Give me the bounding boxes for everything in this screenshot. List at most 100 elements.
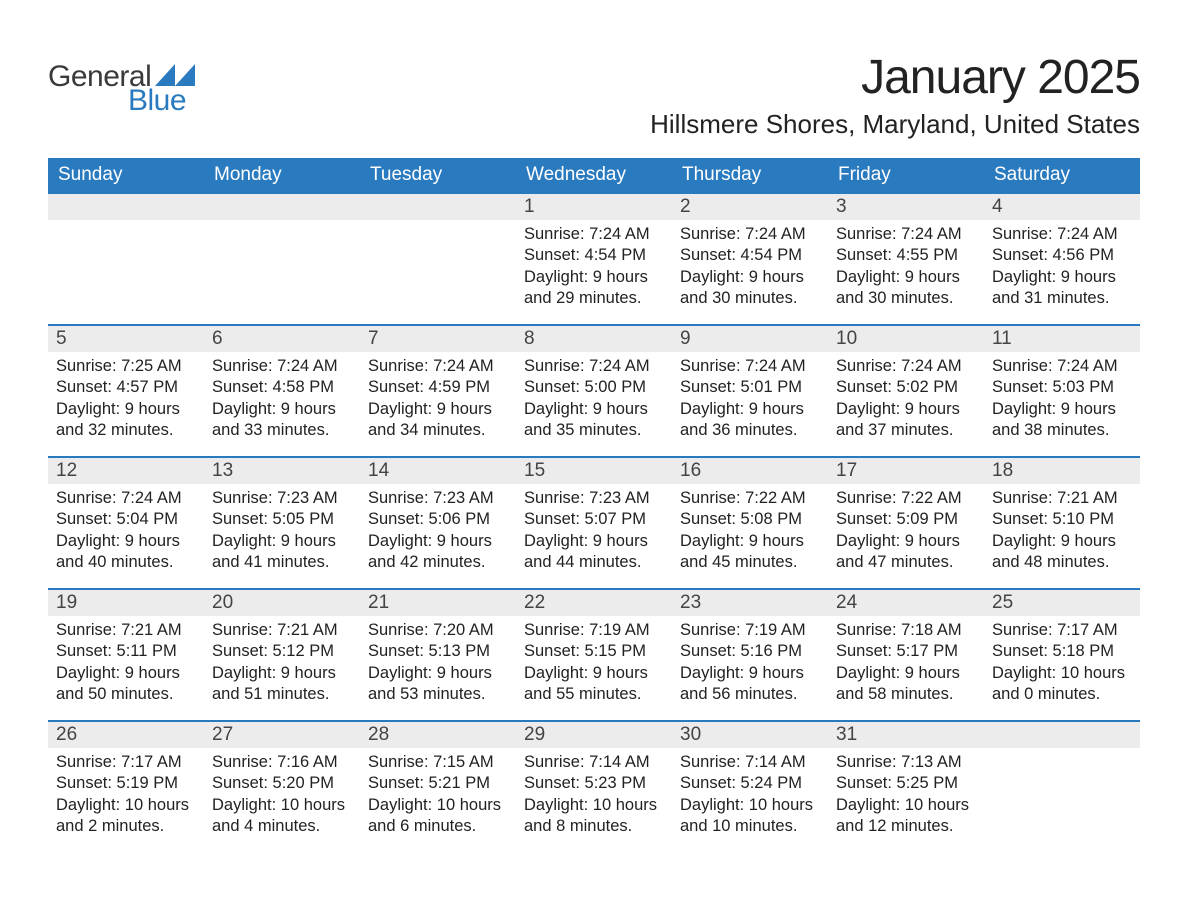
- calendar-cell: 18Sunrise: 7:21 AMSunset: 5:10 PMDayligh…: [984, 457, 1140, 589]
- day-content: Sunrise: 7:17 AMSunset: 5:19 PMDaylight:…: [48, 748, 204, 848]
- header-area: General Blue January 2025 Hillsmere Shor…: [48, 30, 1140, 158]
- calendar-cell: 5Sunrise: 7:25 AMSunset: 4:57 PMDaylight…: [48, 325, 204, 457]
- calendar-cell: 21Sunrise: 7:20 AMSunset: 5:13 PMDayligh…: [360, 589, 516, 721]
- sunset-text: Sunset: 4:57 PM: [56, 377, 196, 398]
- daylight-text-line2: and 30 minutes.: [680, 288, 820, 309]
- calendar-cell: 11Sunrise: 7:24 AMSunset: 5:03 PMDayligh…: [984, 325, 1140, 457]
- sunrise-text: Sunrise: 7:24 AM: [836, 356, 976, 377]
- weekday-header: Wednesday: [516, 158, 672, 193]
- calendar-week-row: 12Sunrise: 7:24 AMSunset: 5:04 PMDayligh…: [48, 457, 1140, 589]
- daylight-text-line1: Daylight: 9 hours: [992, 267, 1132, 288]
- sunset-text: Sunset: 5:05 PM: [212, 509, 352, 530]
- day-number: 13: [204, 458, 360, 484]
- sunrise-text: Sunrise: 7:23 AM: [212, 488, 352, 509]
- day-number: 31: [828, 722, 984, 748]
- weekday-header: Monday: [204, 158, 360, 193]
- sunset-text: Sunset: 5:17 PM: [836, 641, 976, 662]
- daylight-text-line2: and 2 minutes.: [56, 816, 196, 837]
- calendar-cell: 7Sunrise: 7:24 AMSunset: 4:59 PMDaylight…: [360, 325, 516, 457]
- day-number: 26: [48, 722, 204, 748]
- sunrise-text: Sunrise: 7:24 AM: [368, 356, 508, 377]
- day-number: 6: [204, 326, 360, 352]
- sunrise-text: Sunrise: 7:16 AM: [212, 752, 352, 773]
- daylight-text-line1: Daylight: 10 hours: [368, 795, 508, 816]
- day-content: Sunrise: 7:23 AMSunset: 5:05 PMDaylight:…: [204, 484, 360, 584]
- daylight-text-line1: Daylight: 10 hours: [836, 795, 976, 816]
- day-number: [48, 194, 204, 220]
- sunrise-text: Sunrise: 7:21 AM: [992, 488, 1132, 509]
- sunrise-text: Sunrise: 7:23 AM: [368, 488, 508, 509]
- daylight-text-line1: Daylight: 9 hours: [212, 531, 352, 552]
- daylight-text-line1: Daylight: 9 hours: [992, 399, 1132, 420]
- sunset-text: Sunset: 5:19 PM: [56, 773, 196, 794]
- day-content: Sunrise: 7:24 AMSunset: 5:02 PMDaylight:…: [828, 352, 984, 452]
- daylight-text-line2: and 51 minutes.: [212, 684, 352, 705]
- day-content: Sunrise: 7:19 AMSunset: 5:16 PMDaylight:…: [672, 616, 828, 716]
- calendar-cell: 19Sunrise: 7:21 AMSunset: 5:11 PMDayligh…: [48, 589, 204, 721]
- daylight-text-line2: and 47 minutes.: [836, 552, 976, 573]
- calendar-cell: 2Sunrise: 7:24 AMSunset: 4:54 PMDaylight…: [672, 193, 828, 325]
- sunset-text: Sunset: 5:23 PM: [524, 773, 664, 794]
- sunrise-text: Sunrise: 7:17 AM: [992, 620, 1132, 641]
- daylight-text-line2: and 48 minutes.: [992, 552, 1132, 573]
- day-number: 10: [828, 326, 984, 352]
- sunset-text: Sunset: 5:08 PM: [680, 509, 820, 530]
- sunset-text: Sunset: 5:20 PM: [212, 773, 352, 794]
- day-content: Sunrise: 7:13 AMSunset: 5:25 PMDaylight:…: [828, 748, 984, 848]
- daylight-text-line2: and 53 minutes.: [368, 684, 508, 705]
- sunset-text: Sunset: 5:10 PM: [992, 509, 1132, 530]
- brand-part2: Blue: [128, 84, 195, 118]
- sunset-text: Sunset: 4:59 PM: [368, 377, 508, 398]
- day-number: [204, 194, 360, 220]
- day-content: [204, 220, 360, 234]
- daylight-text-line1: Daylight: 9 hours: [368, 531, 508, 552]
- calendar-cell: 1Sunrise: 7:24 AMSunset: 4:54 PMDaylight…: [516, 193, 672, 325]
- day-number: 24: [828, 590, 984, 616]
- calendar-table: SundayMondayTuesdayWednesdayThursdayFrid…: [48, 158, 1140, 853]
- calendar-cell: 29Sunrise: 7:14 AMSunset: 5:23 PMDayligh…: [516, 721, 672, 853]
- sunset-text: Sunset: 5:21 PM: [368, 773, 508, 794]
- calendar-cell: 12Sunrise: 7:24 AMSunset: 5:04 PMDayligh…: [48, 457, 204, 589]
- sunset-text: Sunset: 5:00 PM: [524, 377, 664, 398]
- day-number: [360, 194, 516, 220]
- sunrise-text: Sunrise: 7:23 AM: [524, 488, 664, 509]
- day-number: 4: [984, 194, 1140, 220]
- calendar-cell-empty: [48, 193, 204, 325]
- day-content: Sunrise: 7:24 AMSunset: 4:59 PMDaylight:…: [360, 352, 516, 452]
- calendar-cell: 28Sunrise: 7:15 AMSunset: 5:21 PMDayligh…: [360, 721, 516, 853]
- sunset-text: Sunset: 5:13 PM: [368, 641, 508, 662]
- day-content: Sunrise: 7:21 AMSunset: 5:10 PMDaylight:…: [984, 484, 1140, 584]
- sunrise-text: Sunrise: 7:13 AM: [836, 752, 976, 773]
- calendar-cell: 16Sunrise: 7:22 AMSunset: 5:08 PMDayligh…: [672, 457, 828, 589]
- daylight-text-line2: and 29 minutes.: [524, 288, 664, 309]
- day-content: Sunrise: 7:24 AMSunset: 4:54 PMDaylight:…: [516, 220, 672, 320]
- daylight-text-line1: Daylight: 9 hours: [212, 663, 352, 684]
- day-content: Sunrise: 7:24 AMSunset: 4:55 PMDaylight:…: [828, 220, 984, 320]
- day-content: [984, 748, 1140, 762]
- daylight-text-line2: and 36 minutes.: [680, 420, 820, 441]
- day-content: Sunrise: 7:24 AMSunset: 4:58 PMDaylight:…: [204, 352, 360, 452]
- daylight-text-line2: and 55 minutes.: [524, 684, 664, 705]
- calendar-week-row: 26Sunrise: 7:17 AMSunset: 5:19 PMDayligh…: [48, 721, 1140, 853]
- day-content: Sunrise: 7:24 AMSunset: 4:56 PMDaylight:…: [984, 220, 1140, 320]
- daylight-text-line2: and 35 minutes.: [524, 420, 664, 441]
- day-number: 15: [516, 458, 672, 484]
- sunset-text: Sunset: 5:09 PM: [836, 509, 976, 530]
- sunrise-text: Sunrise: 7:18 AM: [836, 620, 976, 641]
- calendar-cell-empty: [984, 721, 1140, 853]
- sunrise-text: Sunrise: 7:20 AM: [368, 620, 508, 641]
- sunrise-text: Sunrise: 7:17 AM: [56, 752, 196, 773]
- daylight-text-line1: Daylight: 10 hours: [992, 663, 1132, 684]
- calendar-week-row: 1Sunrise: 7:24 AMSunset: 4:54 PMDaylight…: [48, 193, 1140, 325]
- day-content: Sunrise: 7:24 AMSunset: 4:54 PMDaylight:…: [672, 220, 828, 320]
- weekday-header: Saturday: [984, 158, 1140, 193]
- day-content: Sunrise: 7:19 AMSunset: 5:15 PMDaylight:…: [516, 616, 672, 716]
- sunset-text: Sunset: 5:18 PM: [992, 641, 1132, 662]
- calendar-cell: 26Sunrise: 7:17 AMSunset: 5:19 PMDayligh…: [48, 721, 204, 853]
- day-content: Sunrise: 7:22 AMSunset: 5:08 PMDaylight:…: [672, 484, 828, 584]
- calendar-cell: 13Sunrise: 7:23 AMSunset: 5:05 PMDayligh…: [204, 457, 360, 589]
- sunset-text: Sunset: 5:15 PM: [524, 641, 664, 662]
- sunset-text: Sunset: 5:06 PM: [368, 509, 508, 530]
- sunset-text: Sunset: 5:03 PM: [992, 377, 1132, 398]
- sunset-text: Sunset: 5:12 PM: [212, 641, 352, 662]
